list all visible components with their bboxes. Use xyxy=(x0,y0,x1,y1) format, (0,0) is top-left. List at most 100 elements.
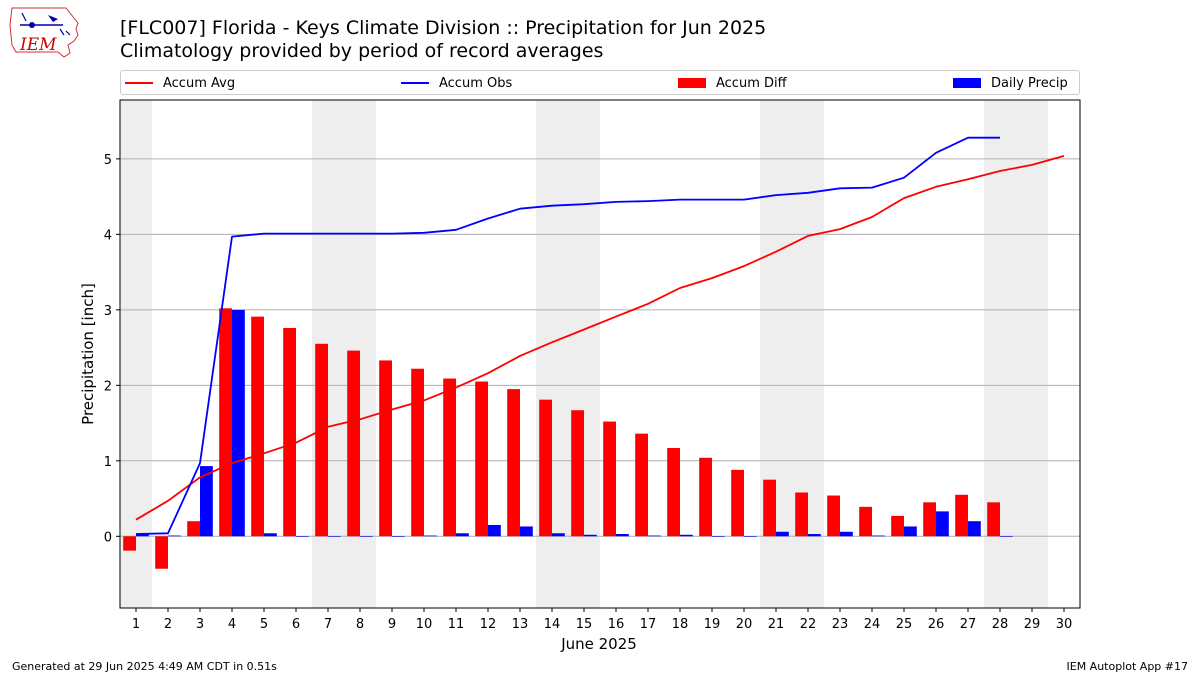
x-tick-label: 2 xyxy=(164,617,172,632)
accum-diff-bar xyxy=(507,389,520,537)
legend: Accum Avg Accum Obs Accum Diff Daily Pre… xyxy=(120,70,1080,95)
axes: 1 2 3 4 5 6 7 8 9 10 11 12 13 14 15 16 17 18 19 20 21 22 23 24 2… xyxy=(104,99,1081,632)
y-tick-label: 1 xyxy=(104,455,112,470)
iem-logo: IEM xyxy=(8,5,82,59)
daily-precip-bar xyxy=(456,533,469,537)
line-marks xyxy=(135,136,1065,535)
daily-precip-bar xyxy=(520,526,533,537)
x-tick-label: 28 xyxy=(992,617,1009,632)
accum-diff-bar xyxy=(283,327,296,537)
x-tick-label: 22 xyxy=(800,617,817,632)
accum-diff-bar xyxy=(987,502,1000,537)
x-tick-label: 20 xyxy=(736,617,753,632)
daily-precip-bar xyxy=(712,536,725,537)
accum-diff-bar xyxy=(731,469,744,537)
weekend-band xyxy=(1016,100,1048,608)
legend-item-accum-obs: Accum Obs xyxy=(401,74,512,92)
bar-marks xyxy=(123,308,1013,569)
accum-diff-bar xyxy=(251,316,264,537)
x-tick-label: 3 xyxy=(196,617,204,632)
accum-diff-bar xyxy=(187,521,200,537)
x-tick-label: 6 xyxy=(292,617,300,632)
daily-precip-bar xyxy=(1000,536,1013,537)
daily-precip-bar xyxy=(488,524,501,537)
daily-precip-bar xyxy=(904,526,917,537)
x-tick-label: 7 xyxy=(324,617,332,632)
daily-precip-bar xyxy=(232,309,245,537)
accum-diff-bar xyxy=(475,381,488,537)
legend-accum-obs-swatch xyxy=(401,82,429,84)
accum-diff-bar xyxy=(955,494,968,537)
daily-precip-bar xyxy=(552,533,565,537)
daily-precip-bar xyxy=(776,531,789,537)
accum-diff-bar xyxy=(123,536,136,551)
daily-precip-bar xyxy=(584,534,597,537)
iowa-state-outline-icon xyxy=(9,7,79,58)
daily-precip-bar xyxy=(264,533,277,537)
x-tick-label: 8 xyxy=(356,617,364,632)
daily-precip-bar xyxy=(872,535,885,537)
accum-diff-bar xyxy=(603,421,616,537)
x-tick-label: 14 xyxy=(544,617,561,632)
daily-precip-bar xyxy=(936,511,949,537)
legend-accum-diff-swatch xyxy=(678,78,706,88)
x-tick-label: 21 xyxy=(768,617,785,632)
accum-avg-line xyxy=(135,155,1065,521)
x-tick-label: 9 xyxy=(388,617,396,632)
weekend-band xyxy=(120,100,152,608)
x-tick-label: 10 xyxy=(416,617,433,632)
accum-diff-bar xyxy=(347,350,360,537)
accum-diff-bar xyxy=(315,343,328,537)
daily-precip-bar xyxy=(840,531,853,537)
y-axis-label: Precipitation [inch] xyxy=(79,283,97,425)
chart-title: [FLC007] Florida - Keys Climate Division… xyxy=(120,17,767,39)
logo-text: IEM xyxy=(19,35,57,55)
accum-diff-bar xyxy=(923,502,936,537)
daily-precip-bar xyxy=(808,534,821,537)
legend-accum-avg-label: Accum Avg xyxy=(163,75,236,91)
accum-diff-bar xyxy=(827,495,840,537)
daily-precip-bar xyxy=(168,535,181,537)
daily-precip-bar xyxy=(680,534,693,537)
legend-item-accum-avg: Accum Avg xyxy=(125,74,235,92)
y-tick-label: 4 xyxy=(104,228,112,243)
daily-precip-bar xyxy=(648,535,661,537)
accum-diff-bar xyxy=(379,360,392,537)
y-tick-label: 3 xyxy=(104,304,112,319)
accum-diff-bar xyxy=(891,515,904,537)
y-tick-label: 2 xyxy=(104,379,112,394)
plot-frame xyxy=(119,99,1081,609)
daily-precip-bar xyxy=(968,521,981,537)
x-tick-label: 18 xyxy=(672,617,689,632)
daily-precip-bar xyxy=(392,536,405,537)
x-tick-label: 15 xyxy=(576,617,593,632)
accum-diff-bar xyxy=(155,536,168,569)
x-tick-label: 11 xyxy=(448,617,465,632)
accum-diff-bar xyxy=(443,378,456,537)
daily-precip-bar xyxy=(616,534,629,537)
x-tick-label: 27 xyxy=(960,617,977,632)
accum-diff-bar xyxy=(859,506,872,537)
daily-precip-bar xyxy=(360,536,373,537)
daily-precip-bar xyxy=(328,536,341,537)
y-tick-label: 5 xyxy=(104,153,112,168)
accum-diff-bar xyxy=(667,447,680,537)
accum-obs-line xyxy=(135,136,1000,535)
x-tick-label: 1 xyxy=(132,617,140,632)
daily-precip-bar xyxy=(296,536,309,537)
accum-diff-bar xyxy=(699,457,712,537)
x-tick-label: 13 xyxy=(512,617,529,632)
legend-item-daily-precip: Daily Precip xyxy=(953,74,1068,92)
x-tick-label: 4 xyxy=(228,617,236,632)
daily-precip-bar xyxy=(200,466,213,537)
daily-precip-bar xyxy=(136,534,149,537)
x-tick-label: 16 xyxy=(608,617,625,632)
legend-daily-precip-label: Daily Precip xyxy=(991,75,1068,91)
legend-daily-precip-swatch xyxy=(953,78,981,88)
x-tick-label: 23 xyxy=(832,617,849,632)
x-tick-label: 24 xyxy=(864,617,881,632)
chart-subtitle: Climatology provided by period of record… xyxy=(120,40,604,62)
x-tick-label: 19 xyxy=(704,617,721,632)
accum-diff-bar xyxy=(571,410,584,537)
